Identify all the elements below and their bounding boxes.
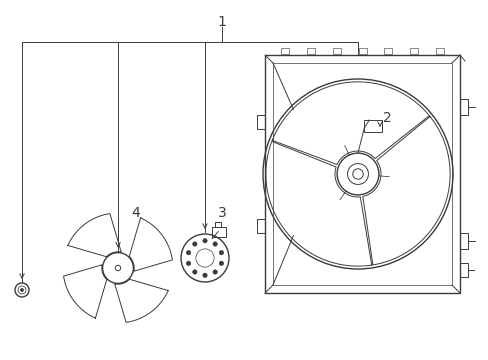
Circle shape (203, 273, 207, 278)
Circle shape (212, 270, 217, 274)
Circle shape (219, 251, 223, 255)
Bar (306, 48, 314, 54)
Text: 1: 1 (217, 15, 226, 29)
Circle shape (186, 251, 190, 255)
Bar (409, 48, 417, 54)
Text: 3: 3 (218, 206, 226, 220)
Bar (384, 48, 391, 54)
Circle shape (219, 261, 223, 266)
Circle shape (212, 242, 217, 246)
Bar (332, 48, 340, 54)
Bar (435, 48, 443, 54)
Circle shape (203, 239, 207, 243)
Circle shape (102, 253, 133, 283)
Bar (264, 55, 459, 293)
Circle shape (192, 242, 197, 246)
Bar (364, 120, 382, 132)
Circle shape (186, 261, 190, 266)
Bar (358, 48, 366, 54)
Bar (281, 48, 288, 54)
Circle shape (20, 288, 23, 292)
Text: 2: 2 (382, 111, 391, 125)
Bar (212, 226, 226, 237)
Circle shape (192, 270, 197, 274)
Text: 4: 4 (131, 206, 140, 220)
Bar (272, 63, 451, 285)
